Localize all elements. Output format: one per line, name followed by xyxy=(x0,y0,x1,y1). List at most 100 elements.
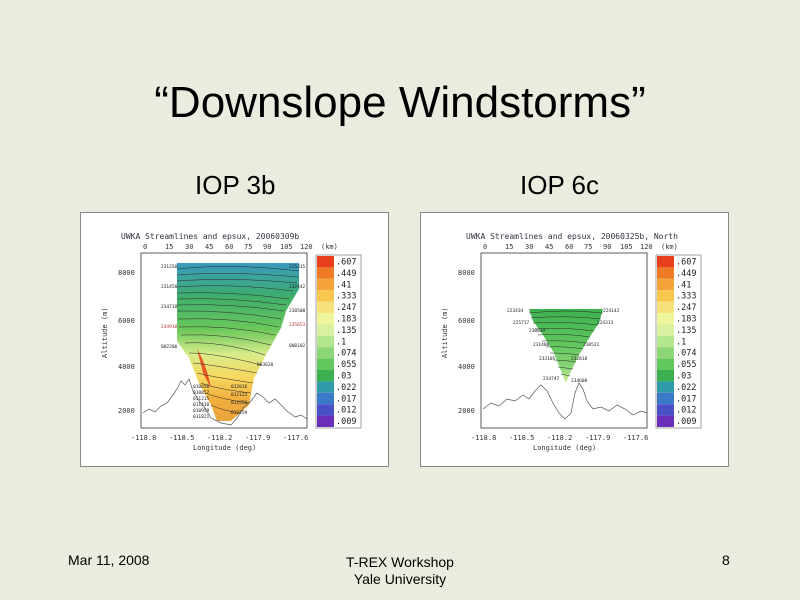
top-tick: 60 xyxy=(225,243,233,251)
colorbar-label: .012 xyxy=(336,406,356,416)
colorbar-label: .41 xyxy=(336,280,351,290)
colorbar-swatch xyxy=(657,392,674,405)
colorbar-label: .1 xyxy=(336,337,346,347)
colorbar-label: .009 xyxy=(336,417,356,427)
x-tick: -117.9 xyxy=(245,434,270,442)
colorbar-swatch xyxy=(657,415,674,427)
station-label: 010656 xyxy=(193,384,210,390)
station-label: 234718 xyxy=(161,304,178,310)
top-tick: 120 xyxy=(640,243,653,251)
colorbar-label: .1 xyxy=(676,337,686,347)
colorbar-label: .012 xyxy=(676,406,696,416)
x-tick: -118.5 xyxy=(169,434,194,442)
station-label: 002200 xyxy=(161,344,178,350)
station-label: 012016 xyxy=(231,384,248,390)
colorbar-swatch xyxy=(657,404,674,416)
colorbar-swatch xyxy=(657,335,674,348)
colorbar-label: .247 xyxy=(676,303,696,313)
y-tick: 4000 xyxy=(118,363,135,371)
top-unit: (km) xyxy=(661,243,678,251)
top-tick: 105 xyxy=(620,243,633,251)
footer-event: T-REX Workshop Yale University xyxy=(300,554,500,588)
streamlines xyxy=(176,266,300,414)
colorbar-swatch xyxy=(657,324,674,336)
colorbar-swatch xyxy=(657,358,674,370)
colorbar-swatch xyxy=(317,301,334,313)
subtitle-iop-6c: IOP 6c xyxy=(520,170,600,200)
x-axis-label: Longitude (deg) xyxy=(193,444,256,452)
colorbar-swatch xyxy=(317,335,334,348)
colorbar-swatch xyxy=(317,313,334,325)
colorbar-label: .135 xyxy=(336,326,356,336)
top-tick: 75 xyxy=(244,243,252,251)
top-tick: 105 xyxy=(280,243,293,251)
colorbar-label: .055 xyxy=(676,360,696,370)
station-label: 011821 xyxy=(193,414,210,420)
top-tick: 90 xyxy=(603,243,611,251)
colorbar-label: .009 xyxy=(676,417,696,427)
top-tick: 0 xyxy=(483,243,487,251)
colorbar-swatch xyxy=(317,392,334,405)
y-axis-ticks: 8000 6000 4000 2000 xyxy=(458,269,475,415)
colorbar-frame xyxy=(655,254,702,429)
station-label: 234747 xyxy=(543,376,560,382)
station-label: 232818 xyxy=(571,356,588,362)
plot-panel-iop-3b: UWKA Streamlines and epsux, 20060309b 0 … xyxy=(80,212,389,467)
colorbar-label: .183 xyxy=(676,315,696,325)
colorbar-swatch xyxy=(317,256,334,268)
subtitle-iop-3b: IOP 3b xyxy=(195,170,276,200)
colorbar-iop-6c: .607.449.41 .333.247 .183.135.1 .074.055 .03… xyxy=(655,254,702,429)
colorbar-label: .449 xyxy=(336,269,356,279)
station-label: 223434 xyxy=(507,308,524,314)
top-tick: 75 xyxy=(584,243,592,251)
terrain-profile xyxy=(142,378,308,426)
colorbar-swatch xyxy=(657,267,674,279)
station-label: 235653 xyxy=(289,322,306,328)
y-tick: 6000 xyxy=(118,317,135,325)
station-label: 230521 xyxy=(583,342,600,348)
colorbar-label: .017 xyxy=(676,394,696,404)
page-number: 8 xyxy=(722,552,730,568)
colorbar-swatch xyxy=(317,358,334,370)
colorbar-swatch xyxy=(657,370,674,382)
station-label: 011410 xyxy=(193,402,210,408)
x-tick: -118.2 xyxy=(547,434,572,442)
streamline-field xyxy=(529,309,603,383)
top-tick: 15 xyxy=(165,243,173,251)
streamlines xyxy=(528,310,604,377)
colorbar-label: .607 xyxy=(676,258,696,268)
station-label: 231408 xyxy=(533,342,550,348)
station-label: 225717 xyxy=(513,320,530,326)
colorbar-label: .022 xyxy=(676,383,696,393)
y-tick: 8000 xyxy=(458,269,475,277)
streamline-plot-iop-6c: UWKA Streamlines and epsux, 20060325b, N… xyxy=(441,232,702,452)
colorbar-label: .135 xyxy=(676,326,696,336)
top-tick: 90 xyxy=(263,243,271,251)
top-km-ticks: 0 15 30 45 60 75 90 105 120 (km) xyxy=(483,243,678,251)
y-tick: 8000 xyxy=(118,269,135,277)
x-tick: -117.9 xyxy=(585,434,610,442)
y-axis-ticks: 8000 6000 4000 2000 xyxy=(118,269,135,415)
colorbar-swatch xyxy=(317,370,334,382)
top-tick: 45 xyxy=(205,243,213,251)
footer-date: Mar 11, 2008 xyxy=(68,552,150,568)
colorbar-label: .022 xyxy=(336,383,356,393)
colorbar-label: .055 xyxy=(336,360,356,370)
y-tick: 2000 xyxy=(458,407,475,415)
station-label: 224313 xyxy=(597,320,614,326)
station-label: 011556 xyxy=(231,400,248,406)
colorbar-swatch xyxy=(657,301,674,313)
x-axis-label: Longitude (deg) xyxy=(533,444,596,452)
station-label: 234608 xyxy=(571,378,588,384)
colorbar-swatch xyxy=(657,313,674,325)
station-label: 011215 xyxy=(193,396,210,402)
streamline-plot-iop-3b: UWKA Streamlines and epsux, 20060309b 0 … xyxy=(101,232,362,452)
colorbar-label: .607 xyxy=(336,258,356,268)
colorbar-swatch xyxy=(657,381,674,393)
y-axis-label: Altitude (m) xyxy=(441,307,449,358)
station-label: 230500 xyxy=(289,308,306,314)
colorbar-iop-3b: .607.449.41 .333.247 .183.135.1 .074.055 .03… xyxy=(315,254,362,429)
plot-frame xyxy=(140,252,308,429)
x-axis-ticks: -118.8 -118.5 -118.2 -117.9 -117.6 xyxy=(471,434,648,442)
x-tick: -117.6 xyxy=(623,434,648,442)
